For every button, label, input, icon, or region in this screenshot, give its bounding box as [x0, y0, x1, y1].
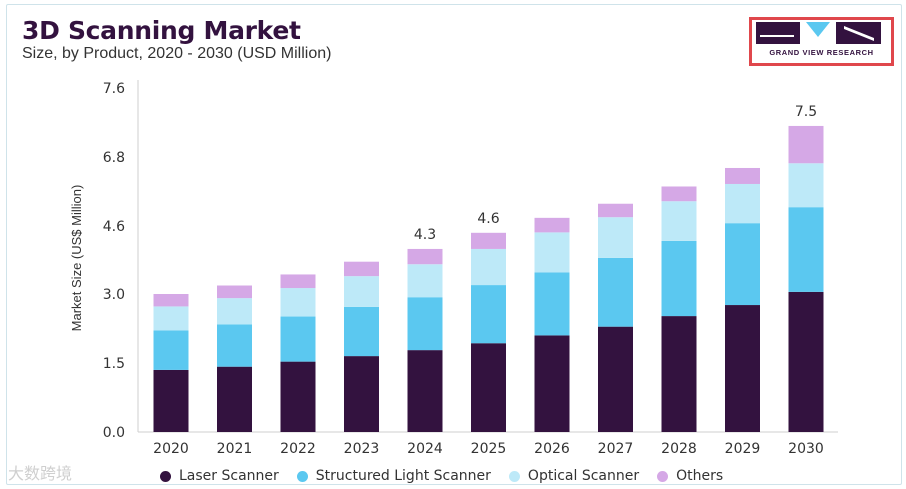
- bar-segment: [407, 350, 443, 432]
- bar-segment: [661, 240, 697, 317]
- bar-segment: [534, 232, 570, 273]
- bar-segment: [788, 125, 824, 164]
- bar-segment: [471, 285, 506, 344]
- y-tick-label: 0.0: [103, 425, 125, 441]
- bar-segment: [217, 324, 252, 367]
- y-tick-label: 1.5: [103, 356, 125, 372]
- legend-label: Laser Scanner: [179, 468, 279, 484]
- bar-segment: [788, 207, 824, 292]
- y-tick-label: 3.0: [103, 287, 125, 303]
- logo-text: GRAND VIEW RESEARCH: [769, 48, 874, 57]
- bar-segment: [217, 366, 252, 432]
- legend-swatch: [508, 470, 520, 482]
- legend-label: Structured Light Scanner: [315, 468, 491, 484]
- x-tick-label: 2020: [153, 441, 189, 457]
- y-tick-label: 6.8: [103, 150, 125, 166]
- bar-segment: [534, 272, 570, 336]
- grand-view-research-logo: GRAND VIEW RESEARCH: [749, 17, 894, 66]
- bar-segment: [153, 330, 189, 370]
- bar-segment: [280, 274, 316, 289]
- x-tick-label: 2021: [217, 441, 253, 457]
- legend-label: Others: [676, 468, 724, 484]
- bar-segment: [407, 297, 443, 351]
- bar-segment: [407, 248, 443, 265]
- logo-mark-icon: [756, 22, 881, 44]
- bar-segment: [598, 257, 633, 327]
- bar-segment: [153, 294, 189, 307]
- bar-segment: [598, 217, 633, 258]
- data-label: 7.5: [795, 104, 817, 120]
- bar-segment: [280, 361, 316, 432]
- legend-swatch: [296, 470, 308, 482]
- legend-label: Optical Scanner: [527, 468, 640, 484]
- legend-item-optical-scanner: Optical Scanner: [508, 468, 640, 484]
- legend-item-structured-light-scanner: Structured Light Scanner: [296, 468, 491, 484]
- bar-segment: [153, 369, 189, 432]
- bar-segment: [725, 223, 760, 306]
- x-tick-label: 2023: [344, 441, 380, 457]
- x-tick-label: 2024: [407, 441, 443, 457]
- data-label: 4.6: [477, 211, 499, 227]
- legend-item-laser-scanner: Laser Scanner: [160, 468, 279, 484]
- bar-segment: [217, 285, 252, 299]
- legend-swatch: [160, 470, 171, 482]
- bar-segment: [217, 298, 252, 325]
- bar-segment: [407, 264, 443, 298]
- bar-segment: [471, 232, 506, 249]
- x-tick-label: 2026: [534, 441, 570, 457]
- data-label: 4.3: [414, 227, 436, 243]
- bar-segment: [725, 167, 760, 184]
- chart-subtitle: Size, by Product, 2020 - 2030 (USD Milli…: [22, 45, 332, 62]
- bar-segment: [725, 305, 760, 432]
- x-tick-label: 2022: [280, 441, 316, 457]
- bar-segment: [344, 306, 379, 357]
- y-axis-title: Market Size (US$ Million): [69, 185, 84, 332]
- x-tick-label: 2030: [788, 441, 824, 457]
- bar-segment: [598, 326, 633, 432]
- chart-title: 3D Scanning Market: [22, 16, 301, 45]
- y-tick-label: 7.6: [103, 81, 125, 97]
- chart-legend: Laser Scanner Structured Light Scanner O…: [160, 466, 723, 486]
- bar-segment: [788, 291, 824, 432]
- bar-segment: [534, 335, 570, 432]
- bar-segment: [280, 316, 316, 362]
- bar-segment: [471, 248, 506, 286]
- x-tick-label: 2028: [661, 441, 697, 457]
- y-tick-label: 4.6: [103, 219, 125, 235]
- bar-segment: [661, 316, 697, 432]
- legend-swatch: [657, 470, 669, 482]
- x-tick-label: 2027: [598, 441, 634, 457]
- x-tick-label: 2025: [471, 441, 507, 457]
- bar-segment: [153, 306, 189, 331]
- watermark: 大数跨境: [8, 464, 73, 483]
- bar-segment: [280, 288, 316, 317]
- bar-segment: [788, 163, 824, 208]
- bar-segment: [598, 203, 633, 218]
- bar-segment: [471, 343, 506, 432]
- bar-segment: [344, 356, 379, 432]
- bar-segment: [661, 201, 697, 241]
- bar-segment: [344, 261, 379, 277]
- x-tick-label: 2029: [725, 441, 761, 457]
- bar-segment: [344, 276, 379, 307]
- legend-item-others: Others: [657, 468, 723, 484]
- bar-segment: [534, 217, 570, 233]
- bar-segment: [661, 186, 697, 202]
- bar-segment: [725, 183, 760, 224]
